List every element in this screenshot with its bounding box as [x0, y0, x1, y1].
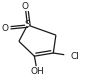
Text: O: O: [2, 24, 9, 33]
Bar: [67, 54, 74, 58]
Text: OH: OH: [31, 67, 45, 76]
Bar: [22, 4, 28, 9]
Bar: [25, 23, 30, 27]
Bar: [3, 26, 8, 30]
Bar: [34, 69, 41, 74]
Text: S: S: [25, 20, 30, 29]
Text: O: O: [21, 2, 28, 11]
Text: Cl: Cl: [71, 52, 79, 61]
